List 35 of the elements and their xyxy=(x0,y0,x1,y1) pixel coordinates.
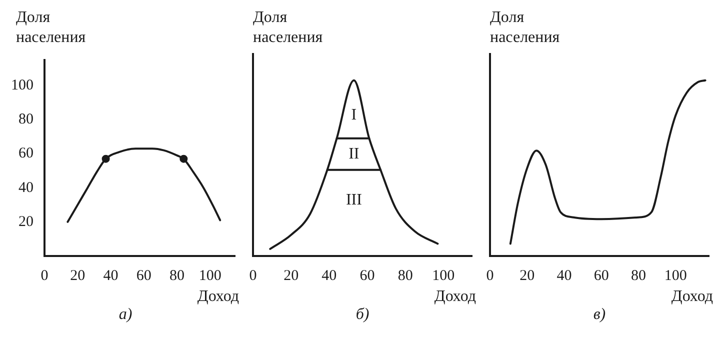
x-tick-label: 0 xyxy=(249,268,257,284)
annotation: III xyxy=(346,191,362,208)
x-tick-label: 60 xyxy=(360,268,375,284)
annotation: II xyxy=(348,145,360,162)
x-tick-label: 60 xyxy=(136,268,152,284)
text: б) xyxy=(354,306,370,324)
annotation: I xyxy=(351,106,357,124)
x-tick-label: 100 xyxy=(432,268,455,284)
x-tick-label: 100 xyxy=(664,268,687,284)
x-tick-label: 80 xyxy=(170,268,185,284)
y-tick-label: 100 xyxy=(11,78,34,94)
x-tick-label: 40 xyxy=(322,268,337,284)
x-tick-label: 20 xyxy=(70,268,86,284)
x-tick-label: 0 xyxy=(486,268,494,284)
x-axis-title: Доход xyxy=(433,288,477,306)
x-tick-label: 0 xyxy=(40,268,48,284)
x-tick-label: 20 xyxy=(520,268,535,284)
y-tick-label: 80 xyxy=(18,112,34,128)
x-axis-title: Доход xyxy=(670,288,714,306)
x-axis-title: Доход xyxy=(196,288,240,306)
text: в) xyxy=(592,306,607,324)
text: а) xyxy=(118,306,134,324)
x-tick-label: 20 xyxy=(284,268,299,284)
y-axis-title: Доля населения xyxy=(490,8,561,48)
x-tick-label: 40 xyxy=(103,268,118,284)
y-axis-title: Доля населения xyxy=(16,8,87,48)
x-tick-label: 80 xyxy=(630,268,646,284)
x-tick-label: 80 xyxy=(398,268,413,284)
x-tick-label: 60 xyxy=(594,268,609,284)
y-tick-label: 20 xyxy=(18,214,34,230)
y-tick-label: 40 xyxy=(18,180,34,196)
x-tick-label: 40 xyxy=(556,268,572,284)
x-tick-label: 100 xyxy=(198,268,222,284)
y-tick-label: 60 xyxy=(18,146,34,162)
y-axis-title: Доля населения xyxy=(253,8,324,48)
